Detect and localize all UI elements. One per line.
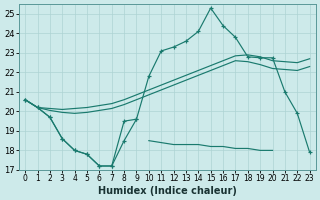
X-axis label: Humidex (Indice chaleur): Humidex (Indice chaleur) (98, 186, 237, 196)
